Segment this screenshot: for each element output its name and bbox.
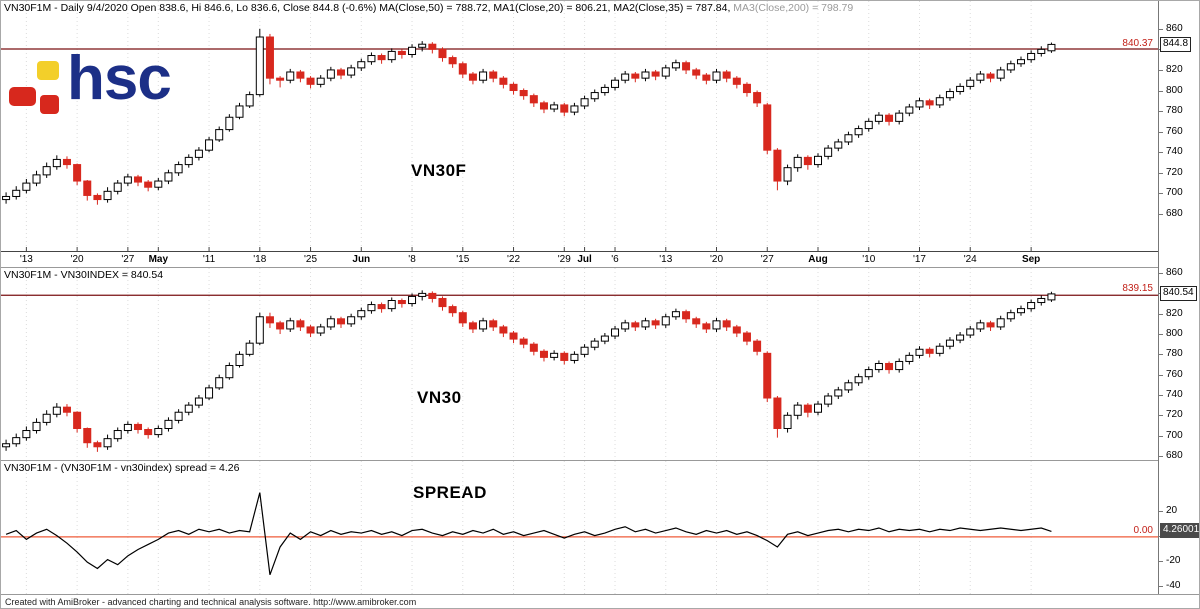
- y-axis-tick: [1159, 394, 1163, 396]
- y-axis-label: 800: [1166, 328, 1183, 340]
- y-axis-tick: [1159, 374, 1163, 376]
- panel1-header-ma3: MA3(Close,200) = 798.79: [730, 2, 854, 14]
- y-axis-label: -20: [1166, 555, 1181, 567]
- footer-bar: Created with AmiBroker - advanced charti…: [1, 594, 1199, 608]
- y-axis-tick: [1159, 334, 1163, 336]
- x-axis-label: Sep: [1021, 254, 1041, 265]
- logo-red-rect-icon: [9, 87, 36, 106]
- x-axis-label: '6: [611, 254, 619, 265]
- y-axis-label: -40: [1166, 580, 1181, 592]
- y-axis-tick: [1159, 273, 1163, 275]
- y-axis-tick: [1159, 69, 1163, 71]
- y-axis-tick: [1159, 111, 1163, 113]
- x-axis-label: '17: [912, 254, 927, 265]
- zero-level-label-spread: 0.00: [1133, 524, 1153, 536]
- y-axis-tick: [1159, 313, 1163, 315]
- x-axis-label: '20: [709, 254, 724, 265]
- last-value-box-spread: 4.26001: [1160, 523, 1199, 539]
- y-axis-tick: [1159, 561, 1163, 563]
- y-axis-tick: [1159, 28, 1163, 30]
- logo-yellow-square-icon: [37, 61, 59, 80]
- y-axis-label: 780: [1166, 348, 1183, 360]
- y-axis-label: 720: [1166, 409, 1183, 421]
- y-axis-label: 680: [1166, 449, 1183, 461]
- y-axis-tick: [1159, 131, 1163, 133]
- panel1-header-main: VN30F1M - Daily 9/4/2020 Open 838.6, Hi …: [4, 2, 731, 14]
- x-axis-label: '11: [202, 254, 216, 265]
- y-axis-tick: [1159, 193, 1163, 195]
- last-price-box-vn30: 840.54: [1160, 285, 1197, 301]
- x-axis-label: '27: [760, 254, 774, 265]
- x-axis-label: '13: [659, 254, 673, 265]
- x-axis-label: '8: [408, 254, 416, 265]
- y-axis-label: 20: [1166, 504, 1178, 516]
- y-axis-tick: [1159, 435, 1163, 437]
- level-price-label-vn30f: 840.37: [1122, 37, 1153, 49]
- y-axis-label: 820: [1166, 63, 1183, 75]
- y-axis-tick: [1159, 510, 1163, 512]
- x-axis-label: '20: [70, 254, 84, 265]
- watermark-vn30: VN30: [417, 388, 462, 407]
- chart-panel-vn30f: VN30F1M - Daily 9/4/2020 Open 838.6, Hi …: [1, 1, 1158, 251]
- y-axis-label: 780: [1166, 105, 1183, 117]
- y-axis-label: 860: [1166, 22, 1183, 34]
- x-axis-label: '10: [862, 254, 876, 265]
- x-axis-label: '27: [121, 254, 135, 265]
- y-axis-tick: [1159, 586, 1163, 588]
- x-axis-label: '13: [19, 254, 33, 265]
- y-axis-label: 680: [1166, 207, 1183, 219]
- x-axis-label: Jul: [577, 254, 592, 265]
- y-axis-tick: [1159, 354, 1163, 356]
- amibroker-credit: Created with AmiBroker - advanced charti…: [5, 597, 417, 607]
- x-axis-label: '25: [304, 254, 318, 265]
- y-axis-label: 740: [1166, 388, 1183, 400]
- y-axis-label: 800: [1166, 84, 1183, 96]
- y-axis-label: 760: [1166, 125, 1183, 137]
- chart-panel-vn30: VN30F1M - VN30INDEX = 840.54 VN30: [1, 267, 1158, 461]
- watermark-vn30f: VN30F: [411, 161, 467, 180]
- x-axis-label: '22: [506, 254, 521, 265]
- level-price-label-vn30: 839.15: [1122, 283, 1153, 295]
- x-axis-label: May: [148, 254, 169, 265]
- watermark-spread: SPREAD: [413, 483, 487, 502]
- y-axis-label: 760: [1166, 368, 1183, 380]
- y-axis-tick: [1159, 90, 1163, 92]
- x-axis-label: '18: [253, 254, 267, 265]
- panel3-header: VN30F1M - (VN30F1M - vn30index) spread =…: [4, 462, 240, 474]
- panel1-header: VN30F1M - Daily 9/4/2020 Open 838.6, Hi …: [4, 2, 853, 14]
- y-axis-label: 720: [1166, 166, 1183, 178]
- y-axis-label: 700: [1166, 429, 1183, 441]
- y-axis-tick: [1159, 172, 1163, 174]
- spread-line-chart[interactable]: [1, 461, 1158, 595]
- logo-red-square-icon: [40, 95, 59, 114]
- y-axis-label: 740: [1166, 146, 1183, 158]
- y-axis-label: 820: [1166, 307, 1183, 319]
- x-axis-label: Aug: [808, 254, 828, 265]
- x-axis-label: '24: [963, 254, 977, 265]
- y-axis-label: 700: [1166, 187, 1183, 199]
- x-axis-label: '15: [456, 254, 470, 265]
- last-price-box-vn30f: 844.8: [1160, 37, 1192, 53]
- vn30f-candlestick-chart[interactable]: [1, 1, 1158, 251]
- y-axis-tick: [1159, 213, 1163, 215]
- hsc-logo: hsc: [9, 44, 209, 131]
- x-axis-label: '29: [557, 254, 571, 265]
- y-axis-label: 860: [1166, 267, 1183, 279]
- y-axis-tick: [1159, 152, 1163, 154]
- logo-text: hsc: [67, 44, 172, 113]
- chart-panel-spread: VN30F1M - (VN30F1M - vn30index) spread =…: [1, 460, 1158, 595]
- x-axis[interactable]: '13 '20 '27 May '11 '18 '25 Jun '8 '15 '22 '29 Jul '6…: [1, 251, 1158, 268]
- vn30-candlestick-chart[interactable]: [1, 268, 1158, 461]
- panel2-header: VN30F1M - VN30INDEX = 840.54: [4, 269, 164, 281]
- y-axis-tick: [1159, 455, 1163, 457]
- y-axis-tick: [1159, 415, 1163, 417]
- x-axis-label: Jun: [352, 254, 371, 265]
